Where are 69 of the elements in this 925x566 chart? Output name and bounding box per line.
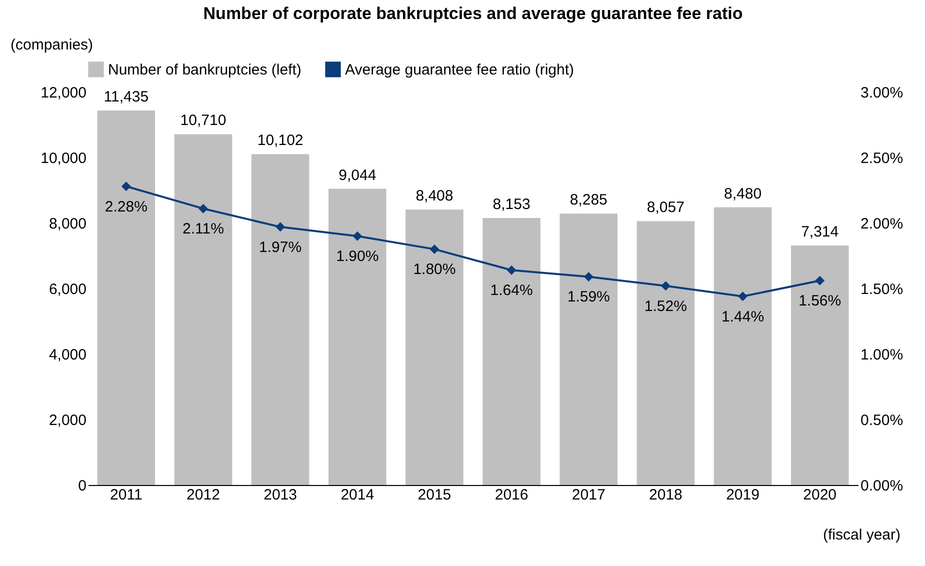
bar bbox=[97, 110, 156, 485]
legend-label: Number of bankruptcies (left) bbox=[108, 61, 302, 78]
data-label: 1.90% bbox=[336, 248, 379, 266]
data-label: 1.64% bbox=[490, 282, 533, 300]
x-tick-label: 2016 bbox=[494, 486, 528, 504]
x-tick-label: 2019 bbox=[726, 486, 760, 504]
y2-tick-label: 0.00% bbox=[860, 478, 904, 494]
point bbox=[738, 292, 748, 302]
bar bbox=[636, 221, 695, 485]
data-label: 10,710 bbox=[180, 112, 226, 130]
x-tick-label: 2018 bbox=[649, 486, 682, 504]
data-label: 1.44% bbox=[721, 308, 764, 326]
x-tick-label: 2013 bbox=[264, 486, 297, 504]
legend-label: Average guarantee fee ratio (right) bbox=[345, 61, 574, 78]
bar bbox=[251, 154, 310, 485]
data-label: 1.56% bbox=[798, 292, 842, 310]
data-label: 1.52% bbox=[644, 298, 687, 315]
point bbox=[506, 265, 516, 275]
x-axis-title: (fiscal year) bbox=[822, 526, 900, 544]
x-tick-label: 2012 bbox=[186, 486, 220, 504]
y-tick-label: 4,000 bbox=[48, 346, 86, 364]
data-label: 10,102 bbox=[257, 132, 304, 150]
data-label: 1.80% bbox=[413, 261, 456, 278]
y-tick-label: 10,000 bbox=[40, 150, 86, 167]
bar bbox=[174, 134, 232, 485]
x-tick-label: 2017 bbox=[572, 486, 606, 504]
y-axis-title: (companies) bbox=[10, 36, 94, 54]
y2-tick-label: 1.00% bbox=[860, 346, 904, 364]
y-tick-label: 6,000 bbox=[48, 281, 86, 298]
y-tick-label: 0 bbox=[78, 478, 86, 494]
bar bbox=[560, 214, 618, 485]
point bbox=[276, 222, 286, 232]
data-label: 8,480 bbox=[724, 185, 762, 202]
point bbox=[430, 244, 440, 254]
x-tick-label: 2015 bbox=[418, 486, 452, 504]
x-tick-label: 2011 bbox=[110, 486, 142, 504]
data-label: 7,314 bbox=[801, 223, 839, 240]
bar bbox=[406, 210, 464, 485]
point bbox=[352, 231, 362, 241]
data-label: 8,057 bbox=[646, 199, 684, 216]
bar bbox=[482, 218, 540, 485]
point bbox=[660, 281, 670, 291]
data-label: 2.28% bbox=[104, 198, 148, 216]
y2-tick-label: 3.00% bbox=[860, 84, 904, 102]
point bbox=[815, 276, 825, 286]
data-label: 2.11% bbox=[182, 220, 224, 238]
y-tick-label: 2,000 bbox=[48, 412, 86, 429]
chart-title: Number of corporate bankruptcies and average guarantee fee ratio bbox=[203, 4, 743, 23]
data-label: 1.97% bbox=[259, 238, 302, 256]
data-label: 9,044 bbox=[338, 166, 376, 184]
y2-tick-label: 2.00% bbox=[860, 216, 904, 232]
x-tick-label: 2020 bbox=[803, 486, 837, 504]
y-tick-label: 8,000 bbox=[48, 216, 86, 232]
data-label: 8,408 bbox=[416, 188, 454, 205]
y2-tick-label: 2.50% bbox=[860, 150, 904, 167]
bar bbox=[328, 188, 386, 485]
y2-tick-label: 0.50% bbox=[860, 412, 904, 429]
data-label: 11,435 bbox=[104, 88, 149, 106]
data-label: 1.59% bbox=[567, 288, 610, 306]
data-label: 8,153 bbox=[492, 196, 530, 213]
bar bbox=[714, 207, 772, 485]
y-tick-label: 12,000 bbox=[40, 84, 86, 102]
data-label: 8,285 bbox=[570, 192, 608, 209]
point bbox=[198, 204, 208, 214]
x-tick-label: 2014 bbox=[340, 486, 374, 504]
point bbox=[121, 182, 131, 192]
y2-tick-label: 1.50% bbox=[860, 281, 904, 298]
bar bbox=[790, 245, 849, 485]
point bbox=[584, 272, 594, 282]
